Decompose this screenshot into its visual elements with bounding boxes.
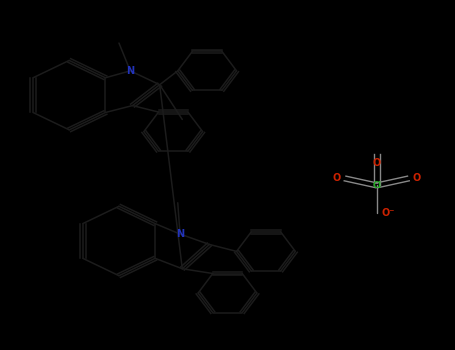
- Text: N: N: [176, 229, 184, 239]
- Text: O: O: [412, 174, 421, 183]
- Text: O⁻: O⁻: [381, 208, 395, 218]
- Text: N: N: [126, 66, 134, 76]
- Text: O: O: [333, 174, 341, 183]
- Text: Cl: Cl: [372, 181, 381, 190]
- Text: O: O: [373, 158, 381, 168]
